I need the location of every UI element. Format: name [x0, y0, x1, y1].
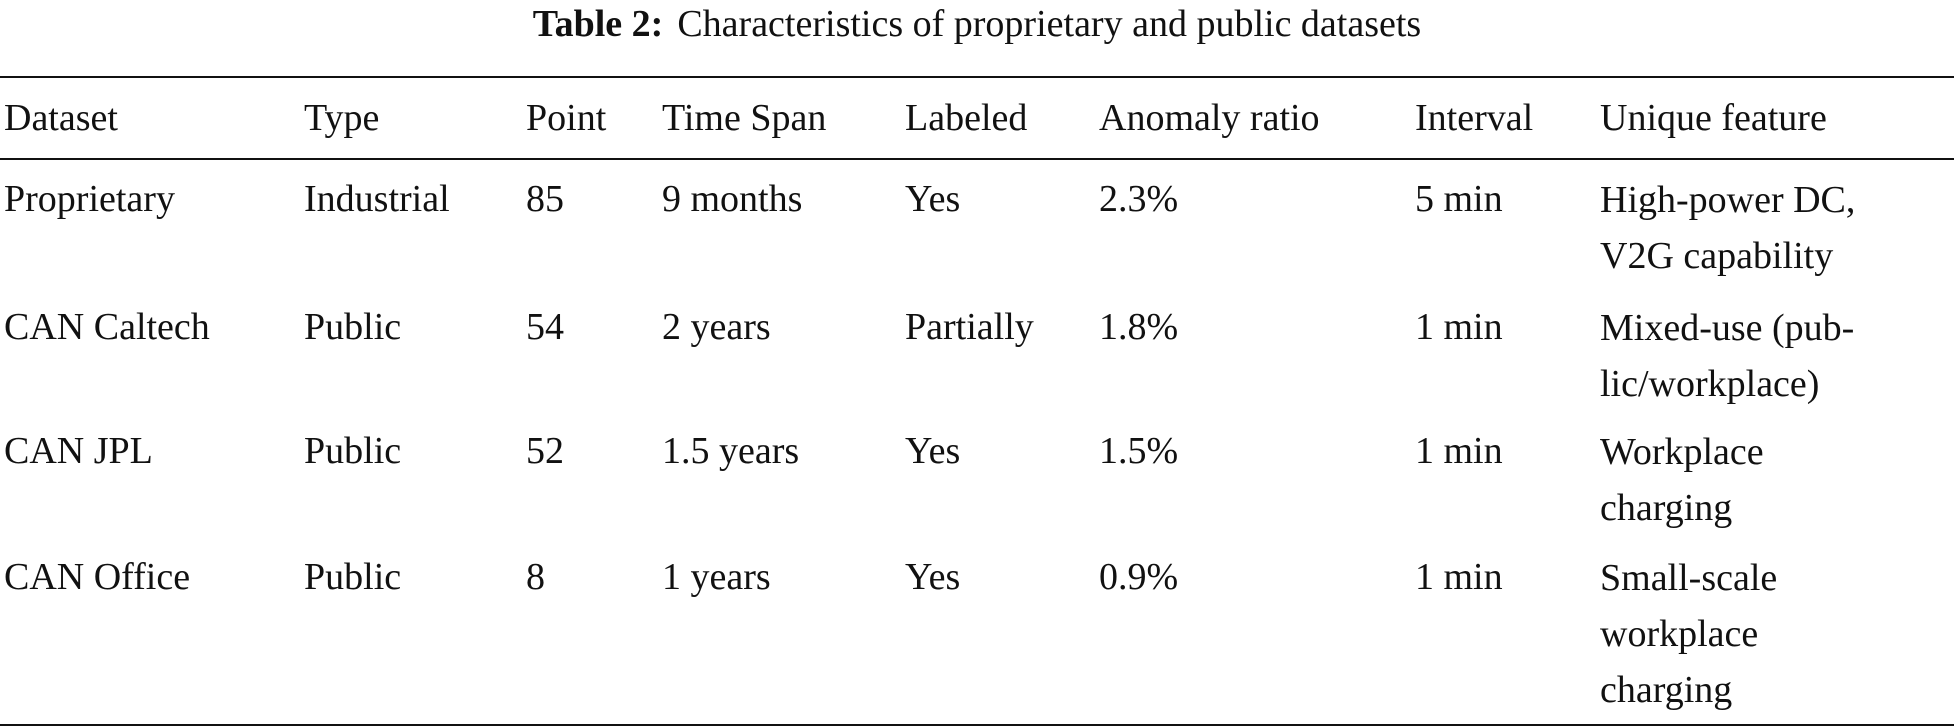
cell-dataset: Proprietary [4, 178, 175, 220]
header-dataset: Dataset [4, 97, 118, 139]
cell-time-span: 2 years [662, 306, 771, 348]
cell-interval: 1 min [1415, 306, 1503, 348]
cell-interval: 1 min [1415, 430, 1503, 472]
cell-point: 85 [526, 178, 564, 220]
feature-line: High-power DC, [1600, 179, 1856, 221]
cell-labeled: Partially [905, 306, 1034, 348]
table-row: CAN Caltech Public 54 2 years Partially … [0, 284, 1954, 412]
header-anomaly-ratio: Anomaly ratio [1099, 97, 1320, 139]
cell-interval: 1 min [1415, 556, 1503, 598]
cell-dataset: CAN Office [4, 556, 191, 598]
cell-labeled: Yes [905, 178, 961, 220]
cell-type: Industrial [304, 178, 450, 220]
feature-line: charging [1600, 487, 1733, 529]
cell-anomaly-ratio: 1.8% [1099, 306, 1179, 348]
feature-line: V2G capability [1600, 235, 1834, 277]
header-interval: Interval [1415, 97, 1534, 139]
cell-dataset: CAN Caltech [4, 306, 210, 348]
feature-line: charging [1600, 669, 1733, 711]
table-row: CAN JPL Public 52 1.5 years Yes 1.5% 1 m… [0, 412, 1954, 536]
datasets-table: Dataset Type Point Time Span Labeled Ano… [0, 76, 1954, 726]
cell-anomaly-ratio: 2.3% [1099, 178, 1179, 220]
cell-unique-feature: Small-scale workplace charging [1596, 536, 1954, 725]
cell-point: 8 [526, 556, 545, 598]
cell-type: Public [304, 556, 402, 598]
feature-line: Small-scale [1600, 557, 1778, 599]
cell-interval: 5 min [1415, 178, 1503, 220]
header-row: Dataset Type Point Time Span Labeled Ano… [0, 77, 1954, 159]
cell-anomaly-ratio: 1.5% [1099, 430, 1179, 472]
feature-line: workplace [1600, 613, 1759, 655]
table-caption: Table 2: Characteristics of proprietary a… [0, 2, 1954, 46]
cell-unique-feature: Mixed-use (pub- lic/workplace) [1596, 284, 1954, 412]
cell-unique-feature: High-power DC, V2G capability [1596, 159, 1954, 284]
header-time-span: Time Span [662, 97, 827, 139]
cell-unique-feature: Workplace charging [1596, 412, 1954, 536]
cell-labeled: Yes [905, 430, 961, 472]
header-point: Point [526, 97, 607, 139]
table-row: Proprietary Industrial 85 9 months Yes 2… [0, 159, 1954, 284]
cell-anomaly-ratio: 0.9% [1099, 556, 1179, 598]
cell-type: Public [304, 430, 402, 472]
cell-time-span: 1 years [662, 556, 771, 598]
header-labeled: Labeled [905, 97, 1028, 139]
cell-time-span: 9 months [662, 178, 803, 220]
header-type: Type [304, 97, 380, 139]
feature-line: Mixed-use (pub- [1600, 307, 1855, 349]
cell-point: 52 [526, 430, 564, 472]
feature-line: lic/workplace) [1600, 363, 1820, 405]
feature-line: Workplace [1600, 431, 1764, 473]
cell-labeled: Yes [905, 556, 961, 598]
cell-time-span: 1.5 years [662, 430, 800, 472]
caption-label: Table 2: [532, 3, 664, 45]
caption-text: Characteristics of proprietary and publi… [677, 3, 1422, 45]
cell-type: Public [304, 306, 402, 348]
header-unique-feature: Unique feature [1600, 97, 1827, 139]
cell-dataset: CAN JPL [4, 430, 153, 472]
table-row: CAN Office Public 8 1 years Yes 0.9% 1 m… [0, 536, 1954, 725]
cell-point: 54 [526, 306, 564, 348]
